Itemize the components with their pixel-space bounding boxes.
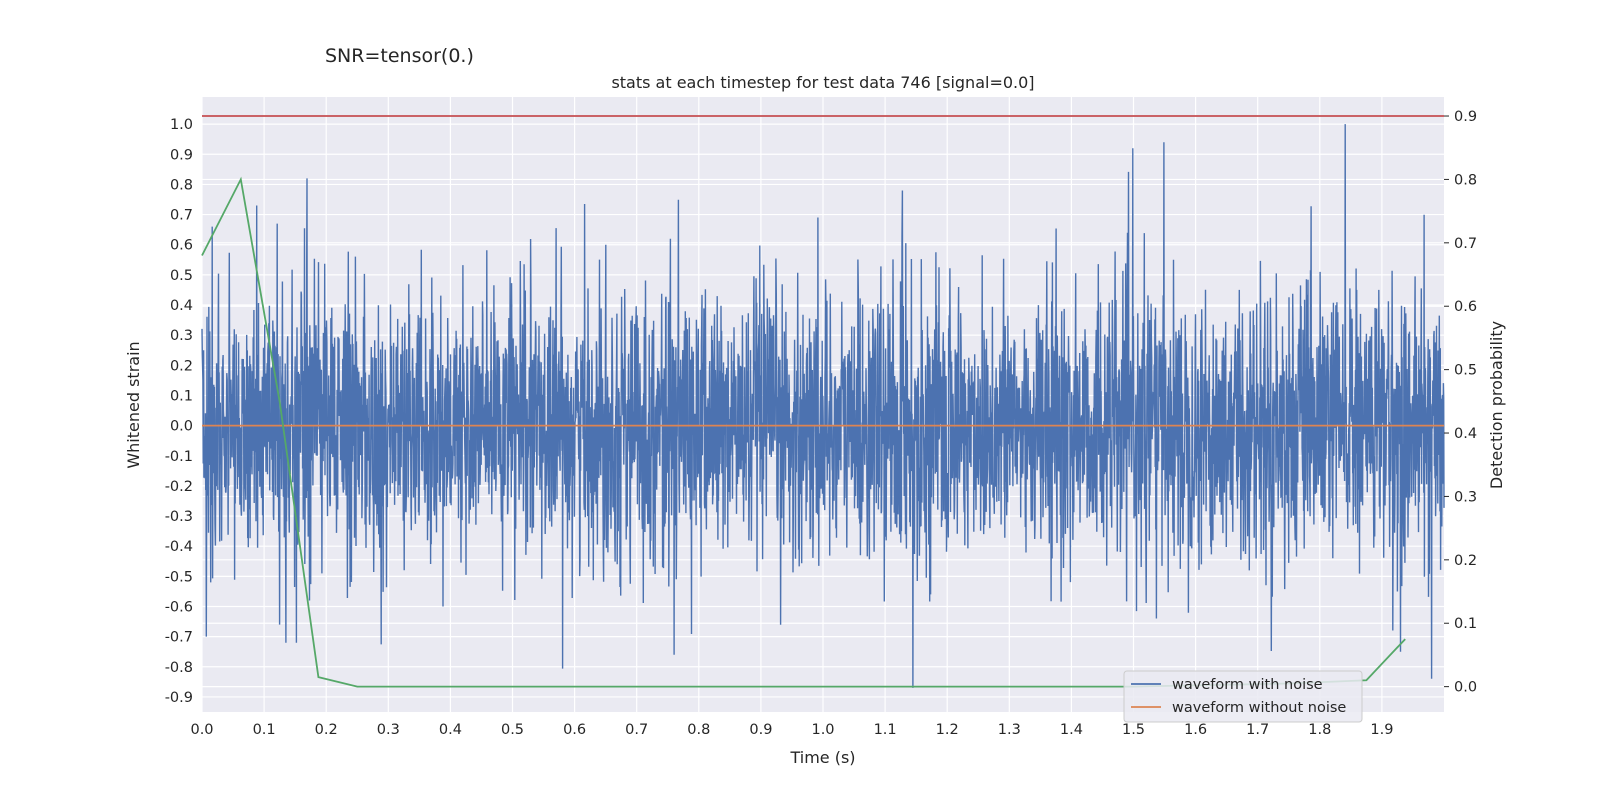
x-tick-label: 1.5 [1122,722,1145,738]
x-tick-label: 0.9 [749,722,772,738]
x-tick-label: 0.5 [501,722,524,738]
x-tick-label: 1.7 [1246,722,1269,738]
chart-suptitle: SNR=tensor(0.) [325,45,474,67]
y-tick-label: 0.9 [170,147,193,163]
x-tick-label: 0.2 [315,722,338,738]
x-tick-label: 1.6 [1184,722,1207,738]
y2-tick-label: 0.8 [1454,172,1477,188]
y-tick-label: 0.5 [170,268,193,284]
legend: waveform with noise waveform without noi… [1123,670,1363,723]
x-tick-label: 1.2 [936,722,959,738]
y2-tick-label: 0.1 [1454,616,1477,632]
y-tick-label: -0.1 [165,449,193,465]
y2-tick-label: 0.4 [1454,426,1477,442]
y2-tick-label: 0.7 [1454,236,1477,252]
y-tick-label: 0.7 [170,208,193,224]
y-tick-label: -0.2 [165,479,193,495]
y-tick-label: -0.3 [165,509,193,525]
x-tick-label: 0.6 [563,722,586,738]
x-tick-label: 0.3 [377,722,400,738]
x-ticks: 0.0 0.1 0.2 0.3 0.4 0.5 0.6 0.7 0.8 0.9 1.0 1.1 1.2 1… [190,722,1393,738]
legend-label-without-noise: waveform without noise [1172,700,1346,716]
legend-label-with-noise: waveform with noise [1172,677,1323,693]
x-tick-label: 1.8 [1308,722,1331,738]
y-tick-label: 0.3 [170,328,193,344]
y2-tick-label: 0.2 [1454,553,1477,569]
y-ticks: 1.0 0.9 0.8 0.7 0.6 0.5 0.4 0.3 0.2 0.1 0.0 -0.1 -0.… [165,117,193,706]
x-tick-label: 1.3 [998,722,1021,738]
y-tick-label: -0.6 [165,599,193,615]
y2-tick-label: 0.9 [1454,109,1477,125]
x-tick-label: 0.1 [253,722,276,738]
y-tick-label: -0.9 [165,690,193,706]
y-tick-label: 0.0 [170,419,193,435]
x-tick-label: 0.4 [439,722,462,738]
x-tick-label: 1.4 [1060,722,1083,738]
x-tick-label: 1.9 [1370,722,1393,738]
x-axis-label: Time (s) [789,748,855,767]
legend-box [1123,670,1363,723]
y-axis-label: Whitened strain [124,341,143,468]
chart-title: stats at each timestep for test data 746… [611,73,1034,92]
y2-tick-label: 0.3 [1454,489,1477,505]
y2-tick-label: 0.5 [1454,363,1477,379]
y-tick-label: 0.8 [170,177,193,193]
y-tick-label: 0.6 [170,238,193,254]
x-tick-label: 1.0 [811,722,834,738]
y-tick-label: -0.7 [165,630,193,646]
y-tick-label: -0.8 [165,660,193,676]
y-tick-label: 0.1 [170,388,193,404]
x-tick-label: 0.8 [687,722,710,738]
x-tick-label: 0.0 [190,722,213,738]
x-tick-label: 0.7 [625,722,648,738]
y-tick-label: 0.4 [170,298,193,314]
y2-tick-label: 0.0 [1454,680,1477,696]
y-tick-label: 1.0 [170,117,193,133]
y-tick-label: 0.2 [170,358,193,374]
y-tick-label: -0.5 [165,569,193,585]
x-tick-label: 1.1 [874,722,897,738]
y2-tick-label: 0.6 [1454,299,1477,315]
y2-ticks: 0.9 0.8 0.7 0.6 0.5 0.4 0.3 0.2 0.1 0.0 [1444,109,1477,696]
y-tick-label: -0.4 [165,539,193,555]
y2-axis-label: Detection probability [1487,321,1506,489]
series-waveform-with-noise [201,124,1445,688]
